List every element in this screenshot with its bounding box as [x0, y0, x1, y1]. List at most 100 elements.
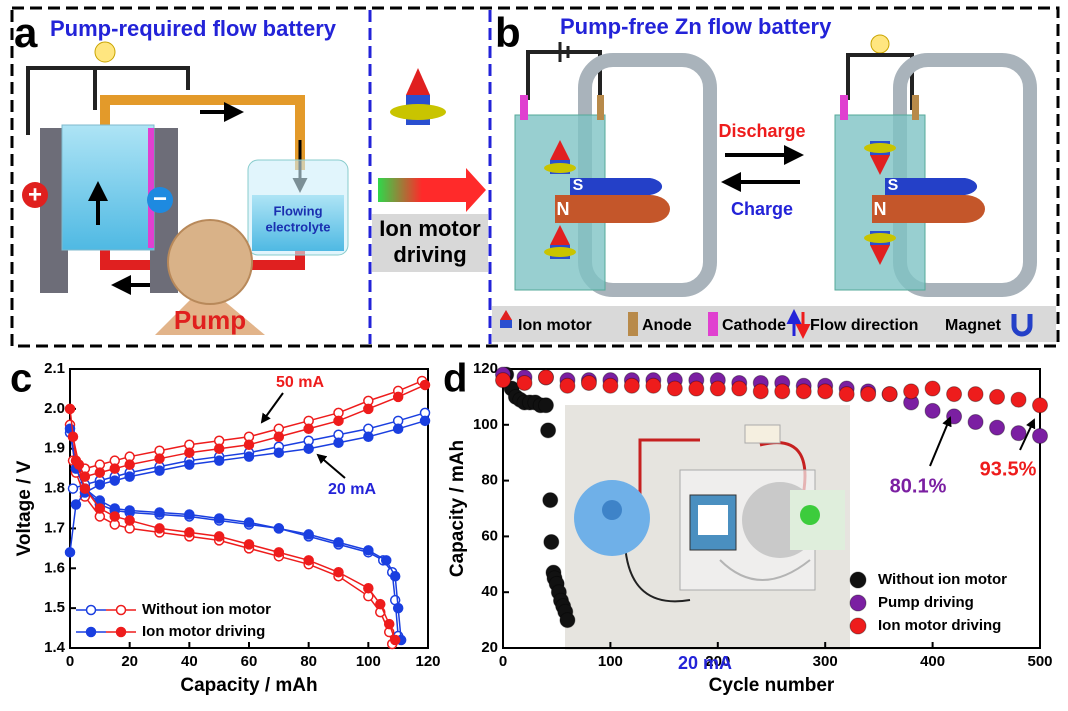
point — [243, 539, 255, 550]
point — [774, 383, 791, 400]
point — [543, 533, 560, 550]
point — [124, 471, 135, 482]
photo-inset — [565, 405, 850, 650]
point — [419, 415, 431, 427]
point — [333, 567, 344, 578]
point — [333, 537, 344, 548]
point — [243, 451, 255, 462]
point — [1010, 391, 1027, 408]
magnet-pole: S — [888, 177, 899, 194]
point — [303, 529, 314, 540]
legend-label: Ion motor driving — [878, 617, 1001, 634]
middle-label: Ion motor — [379, 216, 481, 241]
x-tick-label: 0 — [66, 653, 74, 670]
y-tick-label: 1.5 — [44, 599, 65, 616]
point — [709, 380, 726, 397]
point — [363, 403, 374, 415]
x-tick-label: 20 — [121, 653, 138, 670]
x-tick-label: 400 — [920, 653, 945, 670]
point — [752, 383, 769, 400]
y-tick-label: 1.4 — [44, 639, 66, 656]
point — [817, 383, 834, 400]
point — [967, 414, 984, 431]
point — [989, 388, 1006, 405]
x-tick-label: 80 — [300, 653, 317, 670]
legend-label: Without ion motor — [878, 571, 1007, 588]
point — [154, 523, 165, 534]
magnet-pole: N — [557, 199, 570, 219]
y-tick-label: 120 — [473, 360, 498, 377]
panel-label: a — [14, 9, 38, 56]
point — [559, 612, 576, 629]
point — [79, 483, 91, 494]
point — [109, 511, 120, 522]
annotation-arrow — [1019, 418, 1036, 451]
point — [67, 483, 79, 494]
point — [380, 555, 392, 566]
discharge-label: Discharge — [718, 121, 805, 141]
panel-label: b — [495, 9, 521, 56]
x-tick-label: 60 — [241, 653, 258, 670]
annotation-arrow — [260, 392, 284, 424]
x-tick-label: 40 — [181, 653, 198, 670]
point — [303, 443, 314, 454]
point — [542, 492, 559, 509]
point — [303, 555, 314, 566]
point — [333, 437, 344, 448]
annotation-arrow — [929, 416, 952, 467]
legend-label: Pump driving — [878, 594, 974, 611]
point — [795, 383, 812, 400]
y-axis-label: Capacity / mAh — [447, 440, 468, 577]
point — [273, 523, 285, 534]
point — [243, 517, 255, 528]
point — [1032, 397, 1048, 414]
legend-marker — [85, 626, 97, 638]
point — [184, 527, 195, 538]
legend-label: Ion motor — [518, 317, 592, 334]
point — [363, 545, 374, 556]
y-tick-label: 60 — [481, 527, 498, 544]
point — [109, 463, 120, 474]
point — [213, 455, 225, 466]
point — [109, 475, 120, 486]
point — [94, 503, 106, 514]
x-tick-label: 200 — [705, 653, 730, 670]
point — [924, 380, 941, 397]
annotation: 20 mA — [678, 653, 732, 673]
point — [1032, 427, 1048, 444]
x-tick-label: 100 — [598, 653, 623, 670]
y-tick-label: 2.1 — [44, 360, 65, 377]
point — [94, 467, 106, 478]
point — [124, 515, 135, 526]
x-tick-label: 120 — [415, 653, 440, 670]
point — [559, 377, 576, 394]
point — [392, 391, 404, 403]
annotation: 80.1% — [890, 475, 947, 497]
point — [64, 547, 76, 558]
point — [989, 419, 1006, 436]
point — [154, 507, 165, 518]
y-tick-label: 1.6 — [44, 559, 65, 576]
point — [124, 459, 135, 470]
y-tick-label: 20 — [481, 639, 498, 656]
magnet-pole: S — [573, 177, 584, 194]
point — [184, 509, 195, 520]
point — [540, 422, 557, 439]
legend-marker — [849, 571, 867, 589]
x-tick-label: 0 — [499, 653, 507, 670]
point — [154, 453, 165, 464]
y-tick-label: 1.7 — [44, 519, 65, 536]
y-tick-label: 40 — [481, 583, 498, 600]
point — [602, 377, 619, 394]
point — [666, 380, 683, 397]
legend-label: Cathode — [722, 317, 786, 334]
y-axis-label: Voltage / V — [14, 460, 35, 556]
point — [516, 374, 533, 391]
y-tick-label: 2.0 — [44, 400, 65, 417]
point — [924, 402, 941, 419]
point — [213, 531, 225, 542]
point — [383, 618, 395, 630]
electrolyte-label: electrolyte — [265, 219, 330, 234]
point — [243, 439, 255, 450]
